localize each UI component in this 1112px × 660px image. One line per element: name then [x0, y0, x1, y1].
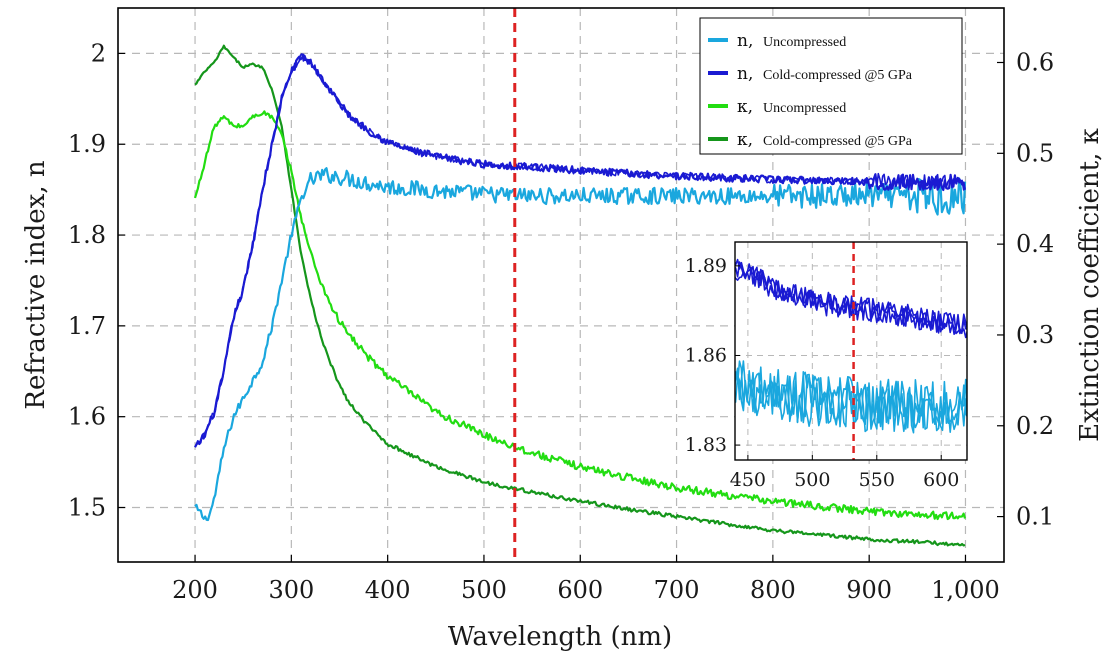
x-tick-label: 500: [461, 576, 507, 604]
x-tick-label: 1,000: [931, 576, 1000, 604]
x-tick-label: 600: [557, 576, 603, 604]
inset-y-tick-label: 1.83: [685, 434, 727, 456]
inset-series-line-n-uncompressed: [735, 360, 967, 434]
inset-y-tick-label: 1.86: [685, 344, 727, 366]
y-right-tick-label: 0.4: [1016, 230, 1054, 258]
series-line-n-uncompressed: [194, 167, 967, 522]
plot-frame: [117, 7, 1005, 563]
y-left-tick-label: 2: [91, 39, 106, 67]
y-right-tick-label: 0.6: [1016, 48, 1054, 76]
x-axis-title: Wavelength (nm): [448, 622, 672, 652]
inset-background: [735, 242, 967, 460]
legend-box: [699, 17, 963, 155]
series-group: [193, 44, 967, 547]
y-axis-left-title: Refractive index, n: [21, 160, 51, 409]
x-tick-label: 800: [750, 576, 796, 604]
axis-ticks: 200 300 400 500 600 700 800 900 1,000 1.5 1.6 1.7 1.…: [68, 39, 1054, 604]
y-left-tick-label: 1.6: [68, 403, 106, 431]
legend-symbol-k-compressed: κ,: [737, 130, 753, 150]
legend-symbol-k-uncompressed: κ,: [737, 97, 753, 117]
legend-label-k-uncompressed: Uncompressed: [763, 101, 846, 116]
series-line-k-uncompressed: [193, 110, 967, 521]
series-line-k-compressed: [194, 44, 966, 547]
legend-symbol-n-uncompressed: n,: [737, 31, 753, 51]
y-right-tick-label: 0.5: [1016, 139, 1054, 167]
legend-label-k-compressed: Cold-compressed @5 GPa: [763, 134, 913, 149]
legend: n, Uncompressed n, Cold-compressed @5 GP…: [699, 17, 963, 155]
inset-series-group: [735, 258, 967, 434]
legend-label-n-compressed: Cold-compressed @5 GPa: [763, 68, 913, 83]
x-tick-label: 200: [172, 576, 218, 604]
legend-label-n-uncompressed: Uncompressed: [763, 35, 846, 50]
x-tick-label: 300: [268, 576, 314, 604]
x-tick-label: 400: [365, 576, 411, 604]
inset-y-tick-label: 1.89: [685, 255, 727, 277]
inset-x-tick-label: 550: [859, 469, 895, 491]
y-axis-right-title: Extinction coefficient, κ: [1075, 128, 1105, 442]
inset-axis-ticks: 450 500 550 600 1.83 1.86 1.89: [685, 255, 960, 491]
series-line-n-compressed-repeat: [194, 53, 966, 448]
y-right-tick-label: 0.1: [1016, 503, 1054, 531]
inset-grid: [735, 242, 967, 460]
inset-frame: [734, 241, 968, 461]
legend-symbol-n-compressed: n,: [737, 64, 753, 84]
x-tick-label: 900: [846, 576, 892, 604]
inset-chart: 450 500 550 600 1.83 1.86 1.89: [685, 241, 968, 491]
inset-x-tick-label: 600: [923, 469, 959, 491]
y-right-tick-label: 0.2: [1016, 412, 1054, 440]
inset-x-tick-label: 450: [730, 469, 766, 491]
y-right-tick-label: 0.3: [1016, 321, 1054, 349]
inset-x-tick-label: 500: [794, 469, 830, 491]
inset-series-line-n-compressed: [735, 258, 967, 335]
x-tick-label: 700: [654, 576, 700, 604]
y-left-tick-label: 1.5: [68, 494, 106, 522]
inset-series-line-n-uncompressed: [735, 369, 967, 433]
y-left-tick-label: 1.7: [68, 312, 106, 340]
y-left-tick-label: 1.9: [68, 130, 106, 158]
y-left-tick-label: 1.8: [68, 221, 106, 249]
grid: [118, 8, 1004, 562]
